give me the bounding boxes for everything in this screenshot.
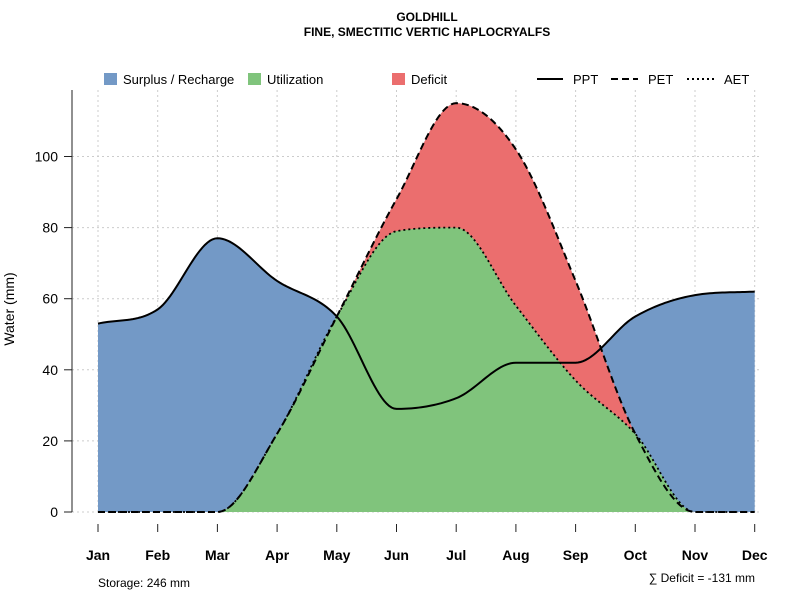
- legend-label-pet: PET: [648, 72, 673, 87]
- chart-subtitle: FINE, SMECTITIC VERTIC HAPLOCRYALFS: [304, 25, 550, 39]
- deficit-note: ∑ Deficit = -131 mm: [649, 571, 755, 585]
- legend-label-aet: AET: [724, 72, 749, 87]
- line-ppt: [97, 237, 755, 410]
- x-tick-label-feb: Feb: [145, 547, 170, 563]
- y-tick-label-40: 40: [42, 362, 58, 378]
- legend-label-surplus: Surplus / Recharge: [123, 72, 234, 87]
- area-utilization: [98, 227, 755, 512]
- storage-note: Storage: 246 mm: [98, 576, 190, 590]
- x-axis-ticks: Jan Feb Mar Apr May Jun Jul Aug Sep Oct Nov Dec: [86, 524, 768, 563]
- y-tick-label-100: 100: [35, 149, 59, 165]
- line-pet: [98, 102, 755, 513]
- legend-label-deficit: Deficit: [411, 72, 448, 87]
- x-tick-label-jan: Jan: [86, 547, 110, 563]
- y-axis-label: Water (mm): [1, 272, 17, 345]
- x-tick-label-apr: Apr: [265, 547, 290, 563]
- y-tick-label-60: 60: [42, 291, 58, 307]
- y-axis-ticks: 0 20 40 60 80 100: [35, 149, 72, 520]
- x-tick-label-mar: Mar: [205, 547, 230, 563]
- x-tick-label-sep: Sep: [563, 547, 589, 563]
- x-tick-label-dec: Dec: [742, 547, 768, 563]
- y-tick-label-20: 20: [42, 433, 58, 449]
- legend-swatch-deficit: [392, 73, 405, 85]
- x-tick-label-aug: Aug: [502, 547, 529, 563]
- legend-swatch-utilization: [248, 73, 261, 85]
- area-fills: [98, 103, 755, 513]
- y-tick-label-80: 80: [42, 220, 58, 236]
- chart-title: GOLDHILL: [396, 10, 457, 24]
- line-aet: [98, 226, 755, 513]
- legend-label-ppt: PPT: [573, 72, 598, 87]
- legend-label-utilization: Utilization: [267, 72, 323, 87]
- x-tick-label-nov: Nov: [682, 547, 709, 563]
- x-tick-label-may: May: [323, 547, 350, 563]
- legend: Surplus / Recharge Utilization Deficit P…: [104, 72, 749, 87]
- legend-swatch-surplus: [104, 73, 117, 85]
- y-tick-label-0: 0: [50, 504, 58, 520]
- series-lines: [97, 102, 755, 513]
- x-tick-label-oct: Oct: [624, 547, 648, 563]
- x-tick-label-jul: Jul: [446, 547, 466, 563]
- x-tick-label-jun: Jun: [384, 547, 409, 563]
